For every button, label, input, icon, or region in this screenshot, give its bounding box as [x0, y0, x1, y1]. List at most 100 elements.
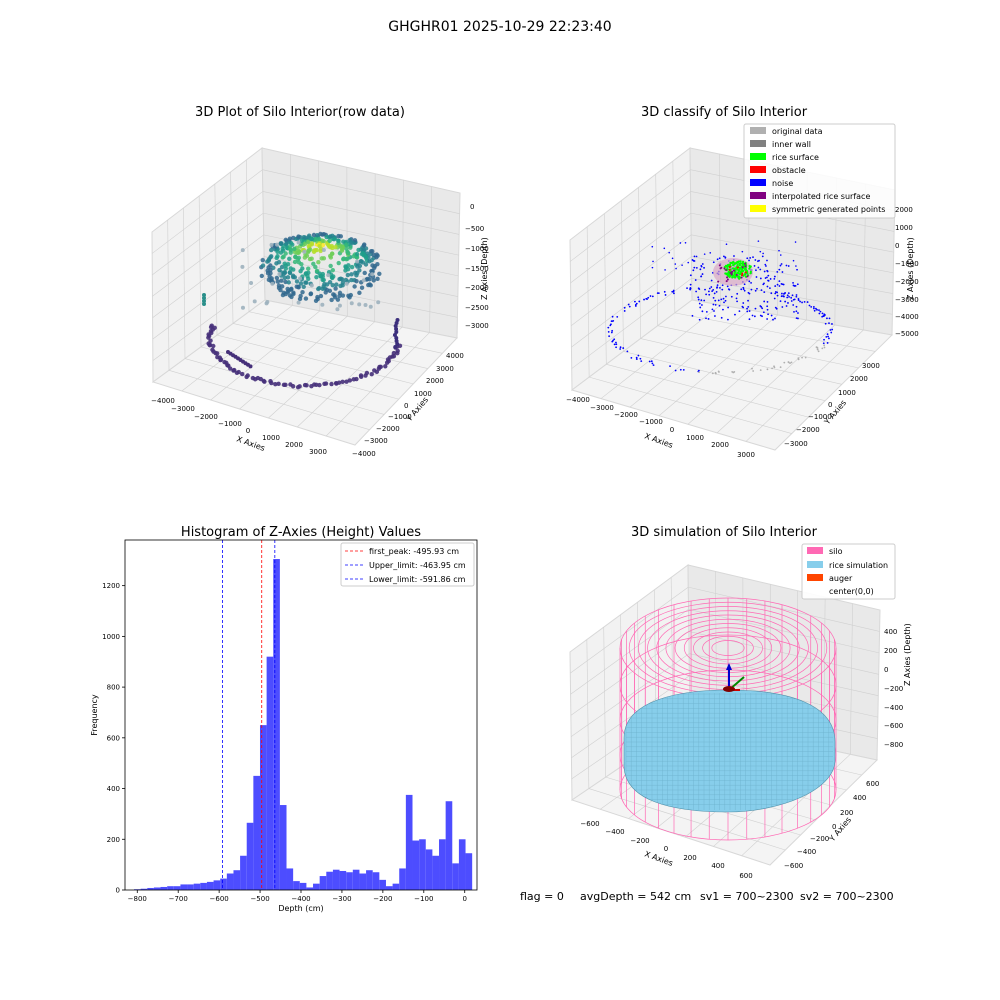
classify-point	[780, 292, 783, 295]
raw-point	[248, 364, 253, 369]
raw-point	[296, 240, 301, 245]
classify-point	[692, 269, 695, 272]
classify-point	[712, 303, 715, 306]
classify-point	[823, 346, 826, 349]
raw-point	[273, 381, 278, 387]
classify-point	[828, 337, 830, 340]
x-tick-label: −600	[210, 895, 229, 903]
classify-point	[822, 342, 825, 345]
classify-point	[695, 266, 698, 269]
classify-point	[781, 283, 784, 286]
classify-point	[740, 270, 743, 273]
classify-point	[772, 318, 774, 321]
raw-point	[340, 283, 345, 288]
classify-point	[623, 306, 626, 309]
raw-floor-ring-points	[206, 318, 403, 390]
grid-line	[570, 169, 691, 262]
legend-label: obstacle	[772, 166, 806, 175]
histogram-bar	[233, 870, 241, 890]
raw-point	[303, 235, 308, 240]
classify-point	[829, 329, 832, 331]
classify-point	[638, 300, 641, 303]
classify-point	[732, 264, 735, 267]
classify-point	[812, 306, 815, 308]
classify-point	[775, 307, 778, 310]
legend-label: first_peak: -495.93 cm	[369, 547, 459, 556]
raw-point	[275, 279, 280, 284]
panel-classify-3d: 3D classify of Silo Interior original da…	[566, 105, 919, 459]
sim-y-tick: 400	[853, 794, 866, 802]
grid-line	[691, 234, 894, 274]
legend-label: rice surface	[772, 153, 819, 162]
classify-point	[718, 304, 721, 307]
sim-y-tick: −600	[784, 862, 803, 870]
raw-point	[327, 238, 332, 244]
classify-point	[727, 273, 730, 276]
classify-point	[694, 279, 697, 281]
classify-point	[717, 280, 720, 283]
classify-point	[700, 299, 703, 302]
classify-point	[803, 301, 806, 303]
classify-point	[723, 267, 726, 270]
raw-point	[269, 254, 274, 259]
classify-point	[759, 277, 762, 280]
histogram-bar	[326, 871, 333, 890]
classify-point	[828, 317, 831, 320]
classify-point	[776, 283, 779, 286]
classify-point	[736, 266, 739, 269]
raw-point	[202, 296, 206, 300]
classify-point	[749, 257, 752, 259]
y-tick-label: 800	[107, 684, 120, 692]
classify-point	[762, 283, 765, 286]
classify-point	[756, 287, 758, 290]
raw-point	[268, 247, 274, 253]
histogram-bar	[187, 884, 194, 890]
raw-point	[351, 377, 356, 382]
histogram-bar	[465, 853, 473, 890]
classify-point	[635, 356, 638, 359]
classify-point	[718, 257, 721, 260]
classify-point	[713, 310, 715, 312]
raw-point	[311, 261, 316, 267]
classify-point	[801, 301, 803, 304]
raw-point	[376, 366, 382, 371]
grid-line	[570, 653, 690, 737]
grid-line	[655, 174, 659, 326]
raw-point	[274, 275, 280, 281]
classify-point	[701, 273, 704, 275]
classify-point	[752, 256, 754, 259]
raw-point	[292, 259, 298, 265]
classify-point	[701, 310, 704, 313]
classify-point	[797, 312, 799, 314]
classify-point	[741, 305, 744, 308]
classify-point	[779, 254, 782, 256]
grid-line	[570, 212, 692, 305]
classify-point	[728, 275, 731, 279]
classify-point	[782, 295, 784, 297]
classify-point	[668, 251, 671, 254]
classify-point	[779, 366, 782, 369]
classify-point	[720, 266, 723, 269]
classify-point	[611, 320, 613, 323]
raw-point	[268, 267, 273, 273]
classify-point	[755, 269, 757, 272]
legend-swatch-symmetric	[750, 205, 766, 212]
classify-point	[795, 310, 798, 313]
classify-point	[611, 340, 614, 343]
raw-point	[329, 381, 334, 387]
classify-point	[795, 295, 798, 298]
grid-line	[629, 309, 750, 408]
raw-point	[222, 359, 227, 365]
histogram-bar	[425, 849, 433, 890]
raw-point	[268, 263, 273, 268]
classify-point	[707, 318, 710, 320]
histogram-legend: first_peak: -495.93 cm Upper_limit: -463…	[340, 542, 475, 587]
classify-point	[739, 273, 742, 276]
classify-point	[740, 288, 743, 291]
raw-point	[329, 251, 335, 257]
classify-point	[623, 310, 626, 312]
classify-z-tick: 2000	[895, 206, 913, 214]
raw-point	[311, 249, 317, 255]
raw-point	[367, 277, 372, 282]
classify-x-tick: 3000	[737, 451, 755, 459]
